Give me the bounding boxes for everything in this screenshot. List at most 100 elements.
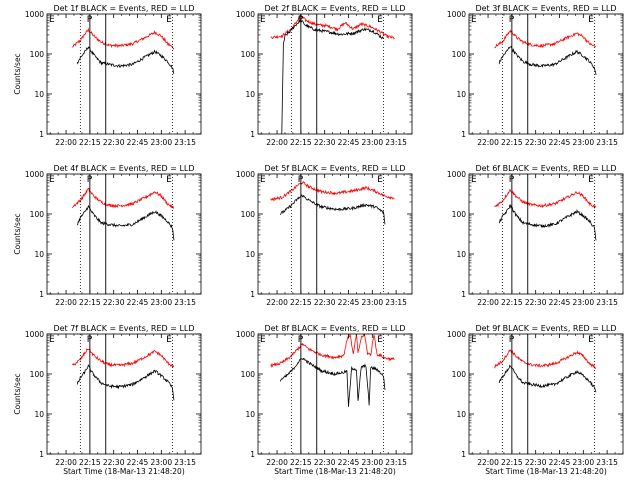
x-tick-label: 23:15 bbox=[385, 138, 407, 147]
x-tick-label: 22:00 bbox=[477, 298, 499, 307]
plot-area bbox=[494, 349, 597, 393]
plot-frame bbox=[46, 173, 202, 295]
x-tick-label: 22:00 bbox=[477, 458, 499, 467]
marker-label: E bbox=[49, 175, 55, 185]
x-tick-label: 22:00 bbox=[266, 138, 288, 147]
x-tick-label: 22:00 bbox=[55, 458, 77, 467]
x-tick-label: 23:15 bbox=[174, 138, 196, 147]
y-tick-label: 1 bbox=[461, 130, 466, 139]
x-tick-label: 22:30 bbox=[525, 298, 547, 307]
plot-area bbox=[270, 334, 395, 407]
series-line-lld bbox=[72, 187, 174, 209]
y-axis-label: Counts/sec bbox=[13, 213, 22, 254]
series-line-lld bbox=[270, 181, 395, 202]
plot-frame bbox=[468, 173, 624, 295]
chart-panel-6: Det 6f BLACK = Events, RED = LLD E P E 1 10 10… bbox=[447, 164, 624, 307]
x-tick-label: 22:15 bbox=[501, 138, 523, 147]
marker-label: E bbox=[377, 175, 383, 185]
chart-panel-8: Det 8f BLACK = Events, RED = LLD E P E 1 10 10… bbox=[236, 324, 413, 476]
marker-label: E bbox=[588, 15, 594, 25]
y-tick-label: 1000 bbox=[447, 170, 466, 179]
x-tick-label: 22:45 bbox=[549, 458, 571, 467]
chart-title: Det 1f BLACK = Events, RED = LLD bbox=[53, 4, 194, 13]
y-tick-label: 10 bbox=[34, 90, 44, 99]
x-tick-label: 23:00 bbox=[150, 458, 172, 467]
plot-area bbox=[270, 181, 395, 225]
x-tick-label: 22:15 bbox=[290, 138, 312, 147]
y-tick-label: 1 bbox=[250, 450, 255, 459]
y-tick-label: 1 bbox=[461, 290, 466, 299]
x-tick-label: 22:15 bbox=[79, 458, 101, 467]
series-line-lld bbox=[270, 14, 395, 40]
series-line-lld bbox=[494, 349, 597, 369]
plot-area bbox=[72, 27, 175, 75]
y-tick-label: 1 bbox=[39, 290, 44, 299]
x-tick-label: 23:00 bbox=[572, 458, 594, 467]
y-tick-label: 100 bbox=[452, 370, 467, 379]
y-tick-label: 10 bbox=[34, 410, 44, 419]
marker-label: E bbox=[377, 335, 383, 345]
x-tick-label: 22:30 bbox=[525, 138, 547, 147]
marker-label: E bbox=[166, 175, 172, 185]
marker-label: P bbox=[298, 335, 304, 345]
y-tick-label: 10 bbox=[456, 410, 466, 419]
y-tick-label: 100 bbox=[452, 50, 467, 59]
x-tick-label: 22:00 bbox=[266, 298, 288, 307]
series-line-events bbox=[279, 194, 386, 225]
x-tick-label: 22:45 bbox=[549, 138, 571, 147]
x-tick-label: 23:15 bbox=[596, 458, 618, 467]
x-tick-label: 22:45 bbox=[338, 298, 360, 307]
x-axis-label: Start Time (18-Mar-13 21:48:20) bbox=[63, 467, 185, 476]
x-tick-label: 22:30 bbox=[103, 298, 125, 307]
y-axis-label: Counts/sec bbox=[13, 53, 22, 94]
chart-panel-9: Det 9f BLACK = Events, RED = LLD E P E 1 10 10… bbox=[447, 324, 624, 476]
series-line-events bbox=[498, 204, 597, 241]
x-tick-label: 22:15 bbox=[290, 458, 312, 467]
plot-frame bbox=[257, 173, 413, 295]
x-tick-label: 22:15 bbox=[290, 298, 312, 307]
x-tick-label: 22:00 bbox=[266, 458, 288, 467]
plot-area bbox=[270, 14, 395, 134]
marker-label: E bbox=[471, 335, 477, 345]
y-tick-label: 100 bbox=[241, 210, 256, 219]
series-line-lld bbox=[72, 348, 175, 369]
chart-title: Det 3f BLACK = Events, RED = LLD bbox=[475, 4, 616, 13]
x-tick-label: 22:15 bbox=[501, 458, 523, 467]
x-tick-label: 22:15 bbox=[79, 298, 101, 307]
chart-panel-7: Det 7f BLACK = Events, RED = LLD E P E 1 10 10… bbox=[13, 324, 202, 476]
y-tick-label: 100 bbox=[30, 370, 45, 379]
chart-title: Det 5f BLACK = Events, RED = LLD bbox=[264, 164, 405, 173]
y-tick-label: 100 bbox=[452, 210, 467, 219]
series-line-events bbox=[281, 18, 384, 134]
x-tick-label: 23:15 bbox=[385, 458, 407, 467]
marker-label: P bbox=[509, 15, 515, 25]
plot-area bbox=[494, 189, 597, 241]
marker-label: E bbox=[588, 175, 594, 185]
plot-area bbox=[72, 187, 175, 241]
y-tick-label: 100 bbox=[30, 50, 45, 59]
y-tick-label: 10 bbox=[245, 410, 255, 419]
y-tick-label: 100 bbox=[241, 50, 256, 59]
plot-frame bbox=[46, 333, 202, 455]
series-line-lld bbox=[270, 334, 395, 368]
x-tick-label: 23:00 bbox=[572, 298, 594, 307]
y-tick-label: 1000 bbox=[25, 170, 44, 179]
plot-frame bbox=[257, 333, 413, 455]
marker-label: E bbox=[471, 175, 477, 185]
y-tick-label: 1 bbox=[39, 130, 44, 139]
x-tick-label: 22:45 bbox=[549, 298, 571, 307]
x-tick-label: 23:00 bbox=[150, 298, 172, 307]
x-tick-label: 22:00 bbox=[55, 138, 77, 147]
x-tick-label: 23:15 bbox=[385, 298, 407, 307]
x-tick-label: 22:45 bbox=[338, 458, 360, 467]
marker-label: E bbox=[260, 15, 266, 25]
y-tick-label: 10 bbox=[245, 90, 255, 99]
plot-area bbox=[494, 29, 597, 75]
x-tick-label: 23:15 bbox=[596, 298, 618, 307]
marker-label: P bbox=[298, 175, 304, 185]
marker-label: E bbox=[471, 15, 477, 25]
y-tick-label: 1000 bbox=[25, 330, 44, 339]
x-tick-label: 22:45 bbox=[127, 138, 149, 147]
x-tick-label: 22:15 bbox=[501, 298, 523, 307]
chart-panel-1: Det 1f BLACK = Events, RED = LLD E P E 1 10 10… bbox=[13, 4, 202, 147]
